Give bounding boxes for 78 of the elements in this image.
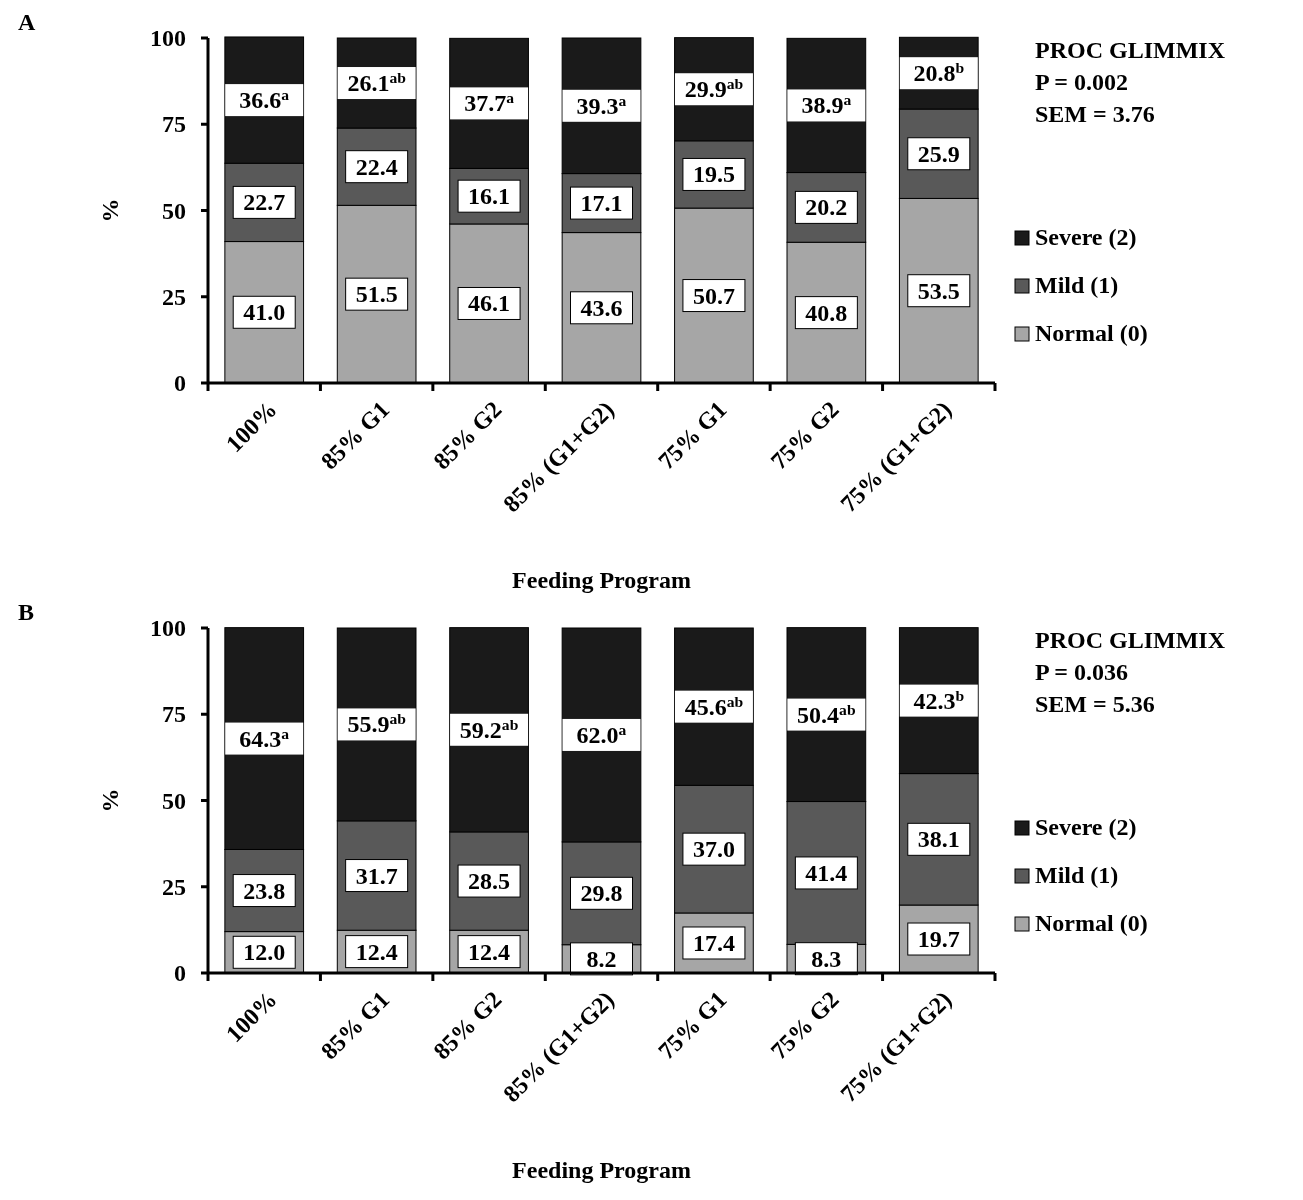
data-label: 20.2: [805, 194, 848, 221]
y-tick-label: 25: [162, 283, 186, 310]
text: SEM = 5.36: [1035, 691, 1155, 717]
data-label: 50.7: [692, 282, 735, 309]
data-label: 20.8$^{b}$: [913, 58, 965, 87]
data-label: 31.7: [355, 862, 398, 889]
data-label: 39.3$^{a}$: [576, 91, 627, 119]
legend-label: Mild (1): [1035, 862, 1119, 888]
x-tick-label: 85% G2: [428, 396, 507, 475]
data-label: 38.1: [917, 826, 960, 853]
x-tick-label: 85% G2: [428, 986, 507, 1065]
data-label: 8.3: [811, 945, 842, 972]
data-label: 37.7$^{a}$: [464, 88, 515, 117]
y-axis-title: %: [97, 198, 123, 223]
chart-title: B: [18, 599, 35, 625]
data-label: 22.7: [243, 189, 286, 216]
data-label: 43.6: [580, 294, 623, 321]
data-label: 46.1: [468, 290, 511, 317]
data-label: 40.8: [805, 299, 848, 326]
legend-label: Severe (2): [1035, 814, 1137, 840]
data-label: 51.5: [355, 281, 398, 308]
text: SEM = 3.76: [1035, 101, 1155, 127]
data-label: 50.4$^{ab}$: [797, 700, 856, 728]
text: P = 0.036: [1035, 659, 1129, 685]
data-label: 17.1: [580, 190, 623, 217]
legend-label: Mild (1): [1035, 272, 1119, 298]
data-label: 23.8: [243, 877, 286, 904]
data-label: 22.4: [355, 153, 398, 180]
x-tick-label: 75% G2: [765, 986, 844, 1065]
data-label: 45.6$^{ab}$: [684, 692, 744, 720]
y-tick-label: 100: [150, 615, 186, 641]
data-label: 26.1$^{ab}$: [347, 68, 407, 97]
x-tick-label: 75% G2: [765, 396, 844, 475]
legend-label: Severe (2): [1035, 224, 1137, 250]
data-label: 42.3$^{b}$: [913, 686, 965, 714]
data-label: 41.0: [243, 299, 286, 326]
y-tick-label: 0: [174, 960, 186, 986]
x-axis-title: Feeding Program: [512, 1157, 691, 1183]
legend-label: Normal (0): [1035, 910, 1148, 936]
x-tick-label: 85% G1: [315, 986, 395, 1065]
y-tick-label: 75: [162, 111, 186, 138]
data-label: 12.0: [243, 939, 286, 966]
y-tick-label: 50: [162, 787, 186, 814]
chart-title: A: [18, 9, 36, 35]
x-axis-title: Feeding Program: [512, 567, 691, 593]
data-label: 37.0: [692, 836, 735, 863]
data-label: 62.0$^{a}$: [576, 720, 627, 748]
legend-label: Normal (0): [1035, 320, 1148, 346]
x-tick-label: 75% G1: [653, 396, 732, 475]
data-label: 19.5: [692, 161, 735, 188]
text: P = 0.002: [1035, 69, 1129, 95]
y-tick-label: 50: [162, 197, 186, 224]
y-tick-label: 75: [162, 701, 186, 728]
data-label: 38.9$^{a}$: [801, 90, 852, 119]
data-label: 36.6$^{a}$: [239, 85, 290, 114]
text: PROC GLIMMIX: [1035, 627, 1226, 653]
data-label: 8.2: [586, 945, 617, 972]
text: PROC GLIMMIX: [1035, 37, 1226, 63]
y-tick-label: 100: [150, 25, 186, 51]
data-label: 53.5: [917, 277, 960, 304]
data-label: 41.4: [805, 859, 848, 886]
data-label: 25.9: [917, 140, 960, 167]
data-label: 16.1: [468, 183, 511, 210]
data-label: 28.5: [468, 868, 511, 895]
y-axis-title: %: [97, 788, 123, 813]
data-label: 29.8: [580, 880, 623, 907]
x-tick-label: 85% G1: [315, 396, 395, 475]
data-label: 19.7: [917, 926, 960, 953]
data-label: 12.4: [355, 938, 398, 965]
data-label: 64.3$^{a}$: [239, 724, 290, 752]
y-tick-label: 0: [174, 370, 186, 396]
data-label: 59.2$^{ab}$: [459, 715, 519, 743]
data-label: 17.4: [692, 929, 735, 956]
x-tick-label: 75% G1: [653, 986, 732, 1065]
data-label: 55.9$^{ab}$: [347, 709, 407, 738]
data-label: 12.4: [468, 938, 511, 965]
y-tick-label: 25: [162, 873, 186, 900]
data-label: 29.9$^{ab}$: [684, 74, 744, 103]
